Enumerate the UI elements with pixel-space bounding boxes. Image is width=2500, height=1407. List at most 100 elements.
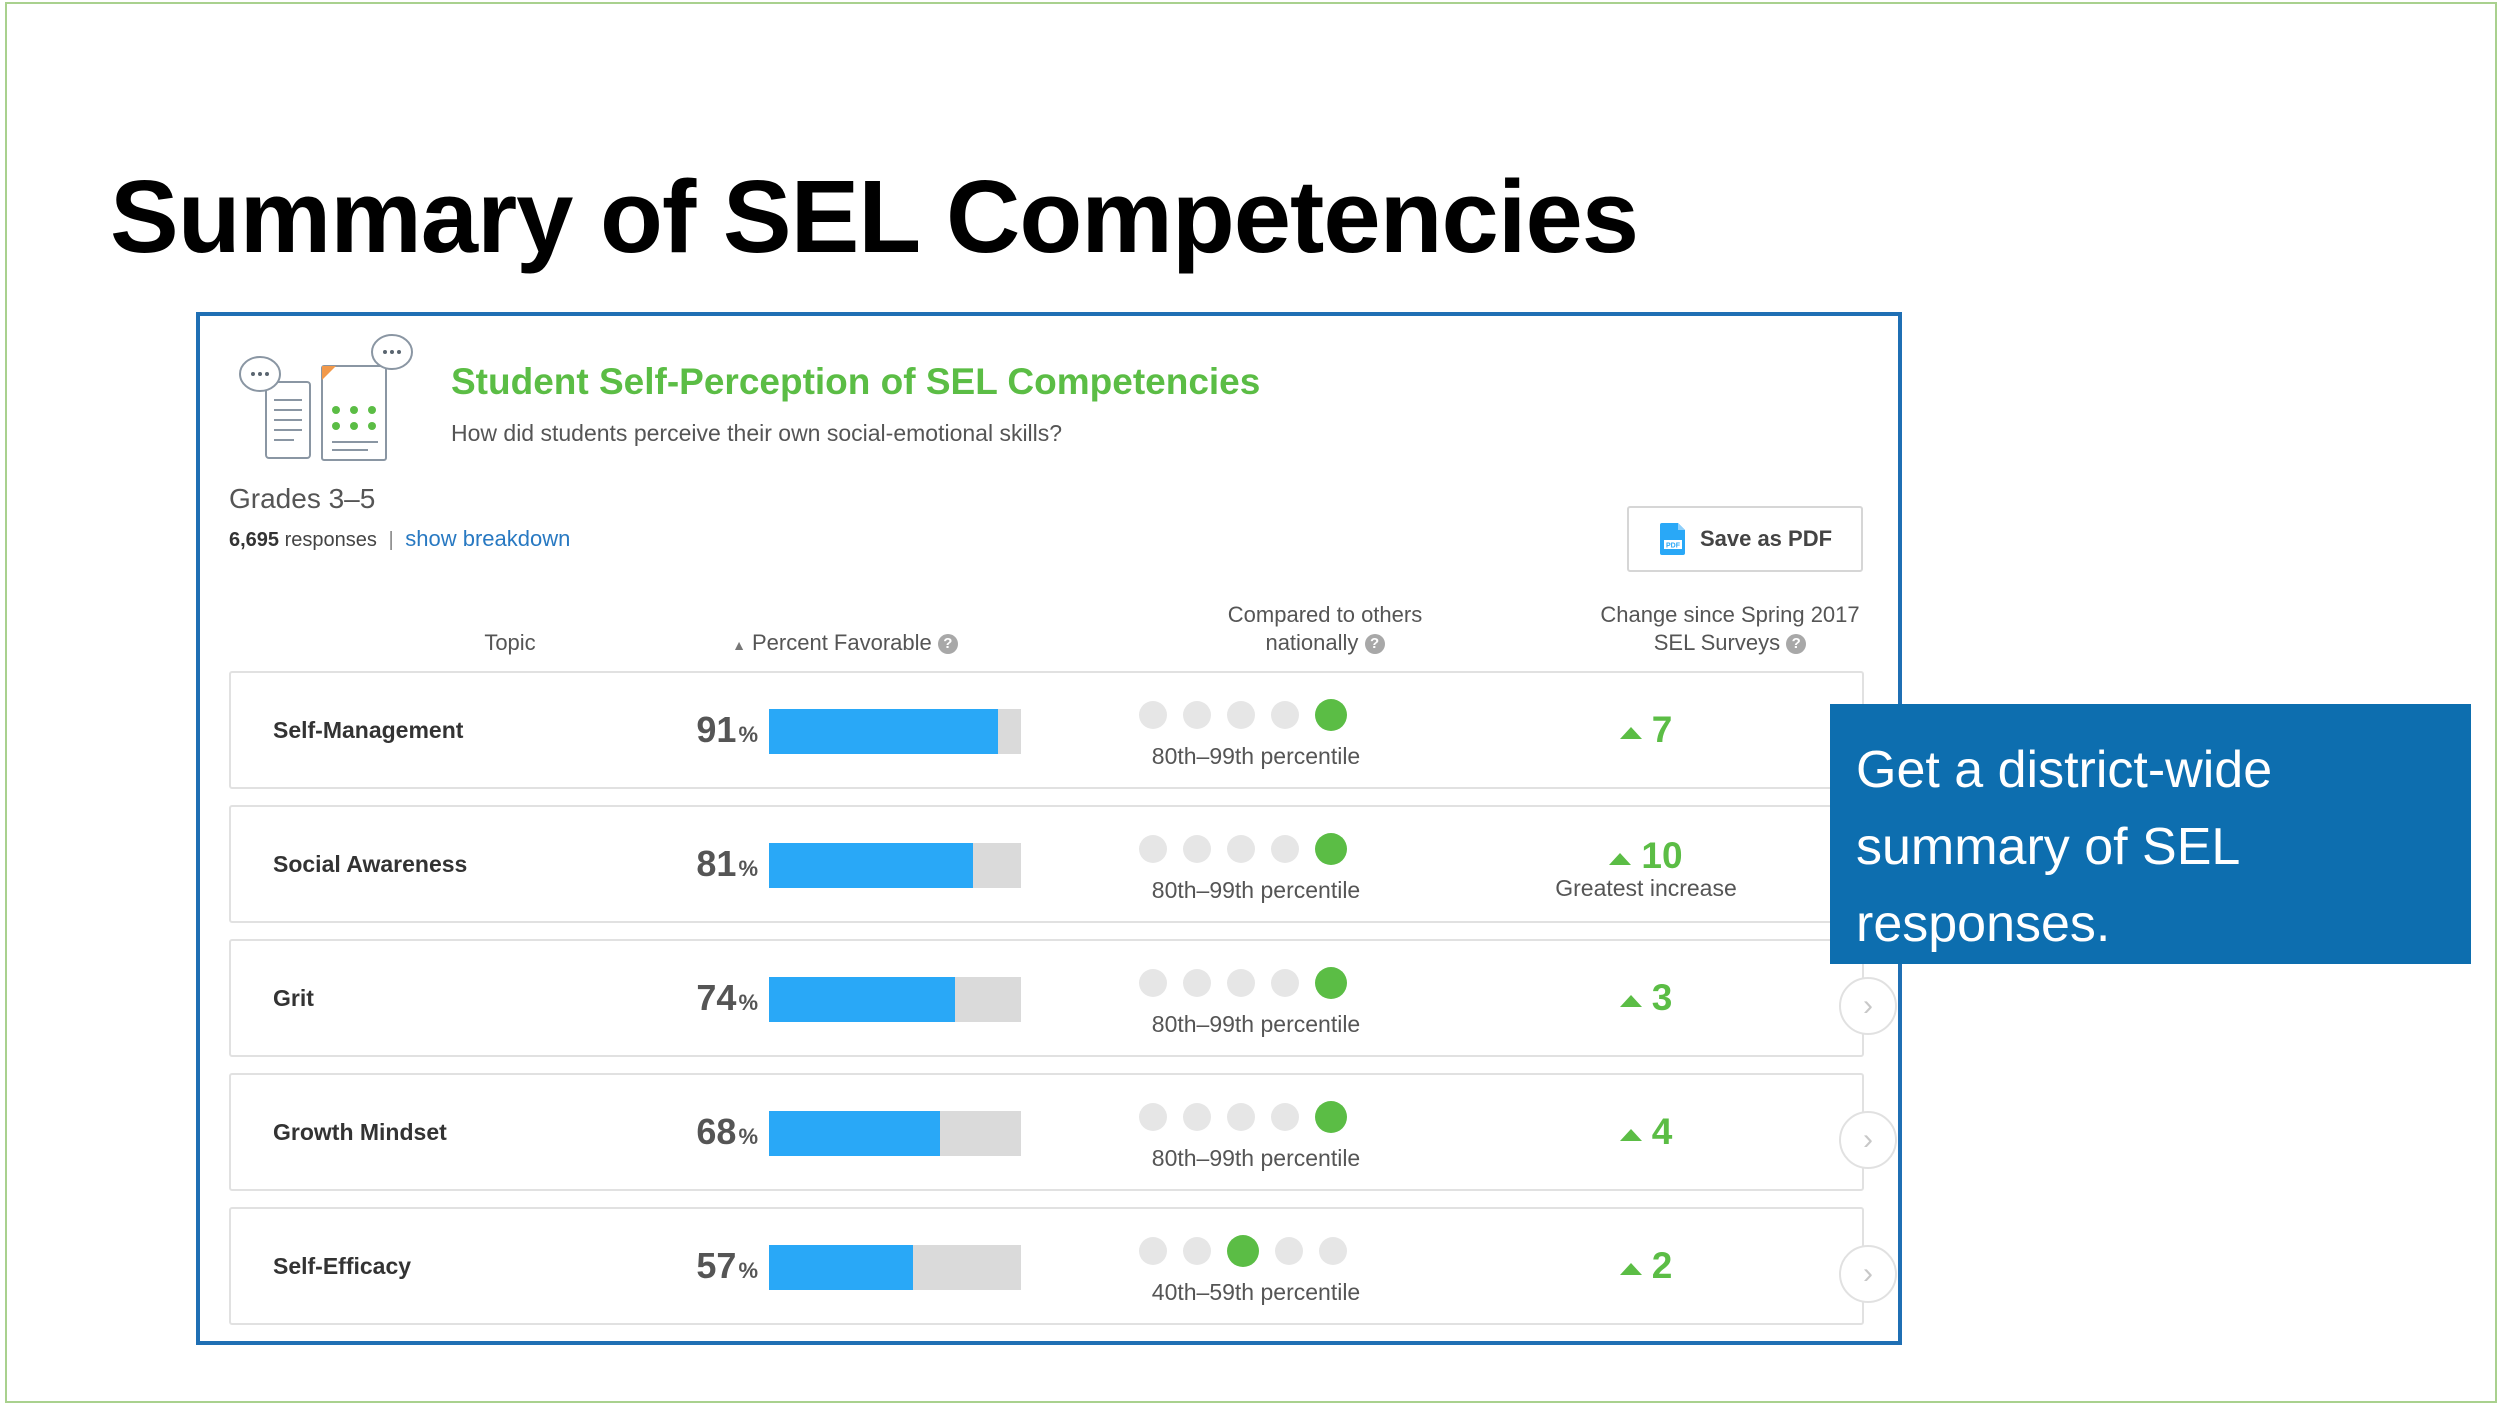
chevron-right-icon[interactable]: › — [1839, 1111, 1897, 1169]
up-triangle-icon — [1619, 726, 1642, 739]
percent-number: 57 — [696, 1245, 737, 1286]
svg-text:PDF: PDF — [1666, 543, 1681, 550]
table-row[interactable]: Social Awareness 81% 80th–99th percentile 1… — [229, 805, 1864, 923]
change-value: 4 — [1536, 1111, 1756, 1153]
percentile-dot — [1275, 1237, 1303, 1265]
change-number: 2 — [1651, 1245, 1673, 1286]
chevron-right-icon[interactable]: › — [1839, 1245, 1897, 1303]
percentile-dot — [1227, 701, 1255, 729]
percentile-dot-active — [1315, 967, 1347, 999]
change-number: 10 — [1641, 835, 1683, 876]
percentile-dot — [1139, 701, 1167, 729]
help-icon[interactable]: ? — [1786, 634, 1807, 655]
compared-label-line2: nationally — [1265, 630, 1359, 655]
percentile-dot — [1271, 835, 1299, 863]
percent-favorable-value: 74% — [696, 941, 758, 1055]
percentile-label: 80th–99th percentile — [1151, 743, 1361, 769]
change-value: 2 — [1536, 1245, 1756, 1287]
percent-number: 74 — [696, 977, 737, 1018]
percentile-dot-active — [1315, 833, 1347, 865]
percent-number: 91 — [696, 709, 737, 750]
percentile-dot — [1139, 1237, 1167, 1265]
percent-bar — [769, 843, 1021, 888]
column-header-compared: Compared to others nationally ? — [1110, 601, 1540, 657]
percent-bar — [769, 977, 1021, 1022]
percent-bar — [769, 709, 1021, 754]
change-number: 7 — [1651, 709, 1673, 750]
percent-bar-fill — [769, 709, 999, 754]
percentile-label: 80th–99th percentile — [1151, 1011, 1361, 1037]
topic-name: Social Awareness — [273, 850, 468, 877]
chevron-right-icon[interactable]: › — [1839, 977, 1897, 1035]
percent-sign: % — [738, 722, 758, 747]
topic-name: Growth Mindset — [273, 1118, 447, 1145]
slide-title: Summary of SEL Competencies — [110, 159, 1639, 274]
percentile-label: 80th–99th percentile — [1151, 1145, 1361, 1171]
percentile-dot — [1183, 969, 1211, 997]
percentile-dot — [1183, 701, 1211, 729]
callout-text: Get a district-wide summary of SEL respo… — [1856, 741, 2273, 953]
pdf-file-icon: PDF — [1659, 523, 1685, 555]
change-label-line2: SEL Surveys — [1653, 630, 1781, 655]
help-icon[interactable]: ? — [1364, 634, 1385, 655]
percentile-dot — [1183, 1237, 1211, 1265]
percentile-dot-active — [1315, 1101, 1347, 1133]
percentile-dot — [1271, 701, 1299, 729]
grade-range: Grades 3–5 — [229, 483, 376, 514]
percent-favorable-value: 81% — [696, 807, 758, 921]
sort-icon[interactable]: ▲︎ — [732, 637, 746, 653]
save-as-pdf-button[interactable]: PDF Save as PDF — [1627, 506, 1863, 572]
percent-bar-fill — [769, 977, 956, 1022]
table-row[interactable]: Growth Mindset 68% 80th–99th percentile 4 › — [229, 1073, 1897, 1191]
percent-favorable-value: 68% — [696, 1075, 758, 1189]
percentile-dot — [1139, 835, 1167, 863]
change-note: Greatest increase — [1555, 875, 1737, 901]
percentile-dot — [1139, 1103, 1167, 1131]
percentile-dots — [1139, 833, 1363, 865]
percentile-dots — [1139, 1101, 1363, 1133]
percentile-dot — [1227, 835, 1255, 863]
percent-sign: % — [738, 856, 758, 881]
panel-title: Student Self-Perception of SEL Competenc… — [451, 361, 1261, 402]
column-header-change: Change since Spring 2017 SEL Surveys ? — [1480, 601, 1980, 657]
up-triangle-icon — [1609, 852, 1632, 865]
percentile-dot — [1183, 835, 1211, 863]
percent-bar-fill — [769, 1245, 913, 1290]
table-row[interactable]: Grit 74% 80th–99th percentile 3 › — [229, 939, 1897, 1057]
topic-name: Self-Management — [273, 716, 464, 743]
column-header-percent-favorable[interactable]: ▲︎ Percent Favorable ? — [680, 629, 1010, 659]
table-row[interactable]: Self-Management 91% 80th–99th percentile 7 — [229, 671, 1864, 789]
change-number: 3 — [1651, 977, 1673, 1018]
percentile-dot — [1271, 969, 1299, 997]
percentile-dots — [1139, 699, 1363, 731]
help-icon[interactable]: ? — [937, 634, 958, 655]
response-summary: 6,695 responses | show breakdown — [229, 526, 570, 552]
percent-bar — [769, 1245, 1021, 1290]
percentile-dot — [1227, 1103, 1255, 1131]
show-breakdown-link[interactable]: show breakdown — [405, 526, 571, 551]
change-value: 3 — [1536, 977, 1756, 1019]
percentile-dots — [1139, 967, 1363, 999]
percentile-dot — [1271, 1103, 1299, 1131]
percentile-dot-active — [1227, 1235, 1259, 1267]
topic-name: Self-Efficacy — [273, 1252, 412, 1279]
percentile-dot-active — [1315, 699, 1347, 731]
percentile-dots — [1139, 1235, 1363, 1267]
percent-sign: % — [738, 990, 758, 1015]
sel-summary-panel: Student Self-Perception of SEL Competenc… — [196, 312, 1902, 1345]
up-triangle-icon — [1619, 1128, 1642, 1141]
panel-subtitle: How did students perceive their own soci… — [451, 420, 1063, 446]
percent-number: 81 — [696, 843, 737, 884]
percent-favorable-label: Percent Favorable — [751, 630, 932, 655]
up-triangle-icon — [1619, 994, 1642, 1007]
separator: | — [388, 529, 394, 551]
percent-bar — [769, 1111, 1021, 1156]
percentile-dot — [1139, 969, 1167, 997]
percent-sign: % — [738, 1258, 758, 1283]
percent-favorable-value: 91% — [696, 673, 758, 787]
percent-sign: % — [738, 1124, 758, 1149]
table-row[interactable]: Self-Efficacy 57% 40th–59th percentile 2 › — [229, 1207, 1897, 1325]
survey-chat-illustration-icon — [239, 334, 413, 461]
responses-label: responses — [284, 529, 377, 551]
percentile-label: 80th–99th percentile — [1151, 877, 1361, 903]
